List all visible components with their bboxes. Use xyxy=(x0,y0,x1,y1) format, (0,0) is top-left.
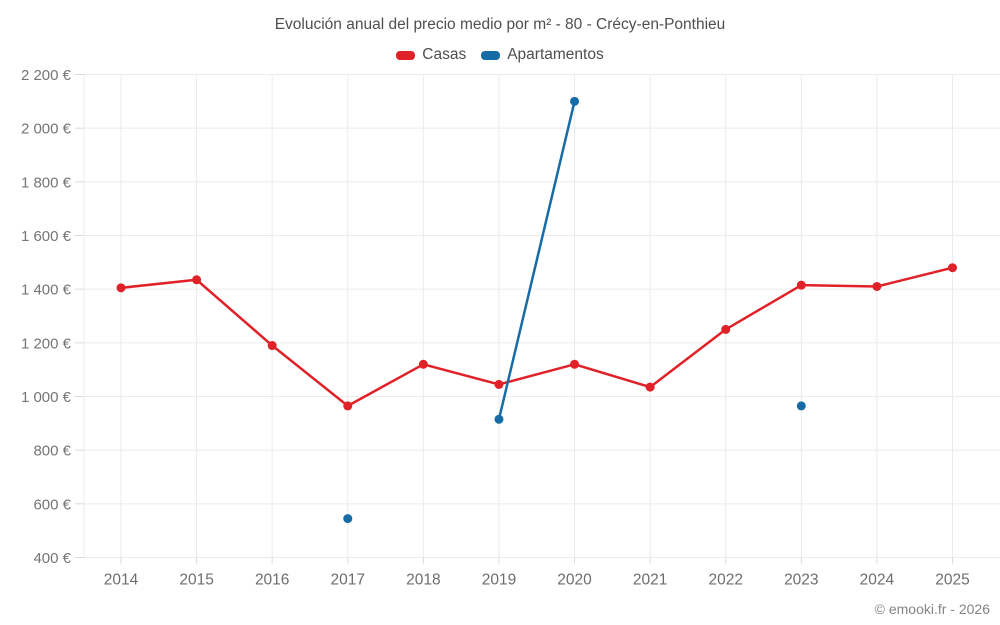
legend-label-casas: Casas xyxy=(422,46,467,63)
y-axis-label: 1 000 € xyxy=(21,389,72,406)
x-axis-label: 2025 xyxy=(935,572,969,589)
x-axis-label: 2022 xyxy=(708,572,742,589)
series-line-casas xyxy=(119,278,198,290)
legend-swatch-apartamentos xyxy=(481,50,501,60)
data-point-casas xyxy=(947,263,957,273)
x-axis-label: 2015 xyxy=(179,572,213,589)
x-axis-label: 2016 xyxy=(255,572,289,589)
data-point-casas xyxy=(343,401,353,411)
data-point-casas xyxy=(267,341,277,351)
data-point-casas xyxy=(418,359,428,369)
data-point-apartamentos xyxy=(343,514,353,524)
x-axis-label: 2017 xyxy=(331,572,365,589)
legend-item-apartamentos[interactable]: Apartamentos xyxy=(481,46,604,64)
chart-title: Evolución anual del precio medio por m² … xyxy=(274,16,726,33)
series-line-casas xyxy=(573,363,652,389)
series-line-casas xyxy=(422,363,501,386)
y-axis-label: 400 € xyxy=(33,550,71,567)
data-point-casas xyxy=(872,281,882,291)
data-point-apartamentos xyxy=(494,414,504,424)
data-point-casas xyxy=(721,324,731,334)
y-axis-label: 800 € xyxy=(33,443,71,460)
legend-label-apartamentos: Apartamentos xyxy=(507,46,604,63)
y-axis-label: 2 000 € xyxy=(21,121,72,138)
series-line-casas xyxy=(648,328,727,389)
y-axis-label: 1 400 € xyxy=(21,282,72,299)
x-axis-label: 2020 xyxy=(557,572,592,589)
legend-swatch-casas xyxy=(396,50,416,60)
series-line-casas xyxy=(270,344,350,408)
series-line-casas xyxy=(195,278,274,347)
series-line-casas xyxy=(497,363,576,386)
y-axis-label: 2 200 € xyxy=(21,67,72,84)
series-line-casas xyxy=(724,283,803,331)
data-point-apartamentos xyxy=(570,96,580,106)
data-point-casas xyxy=(796,280,806,290)
series-line-casas xyxy=(346,363,425,408)
x-axis-label: 2024 xyxy=(860,572,895,589)
x-axis-label: 2021 xyxy=(633,572,667,589)
x-axis-label: 2019 xyxy=(482,572,516,589)
series-line-casas xyxy=(875,266,954,288)
y-axis-label: 1 200 € xyxy=(21,335,72,352)
series-line-casas xyxy=(800,283,879,288)
data-point-apartamentos xyxy=(796,401,806,411)
data-point-casas xyxy=(192,275,202,285)
data-point-casas xyxy=(645,382,655,392)
y-axis-label: 1 600 € xyxy=(21,228,72,245)
data-point-casas xyxy=(570,359,580,369)
x-axis-label: 2023 xyxy=(784,572,818,589)
y-axis-label: 1 800 € xyxy=(21,174,72,191)
y-axis-label: 600 € xyxy=(33,496,71,513)
x-axis-label: 2014 xyxy=(104,572,139,589)
data-point-casas xyxy=(494,379,504,389)
data-point-casas xyxy=(116,283,126,293)
chart-footer: © emooki.fr - 2026 xyxy=(874,601,990,617)
chart-legend: Casas Apartamentos xyxy=(0,46,1000,64)
legend-item-casas[interactable]: Casas xyxy=(396,46,466,64)
series-line-apartamentos xyxy=(497,100,576,421)
x-axis-label: 2018 xyxy=(406,572,440,589)
